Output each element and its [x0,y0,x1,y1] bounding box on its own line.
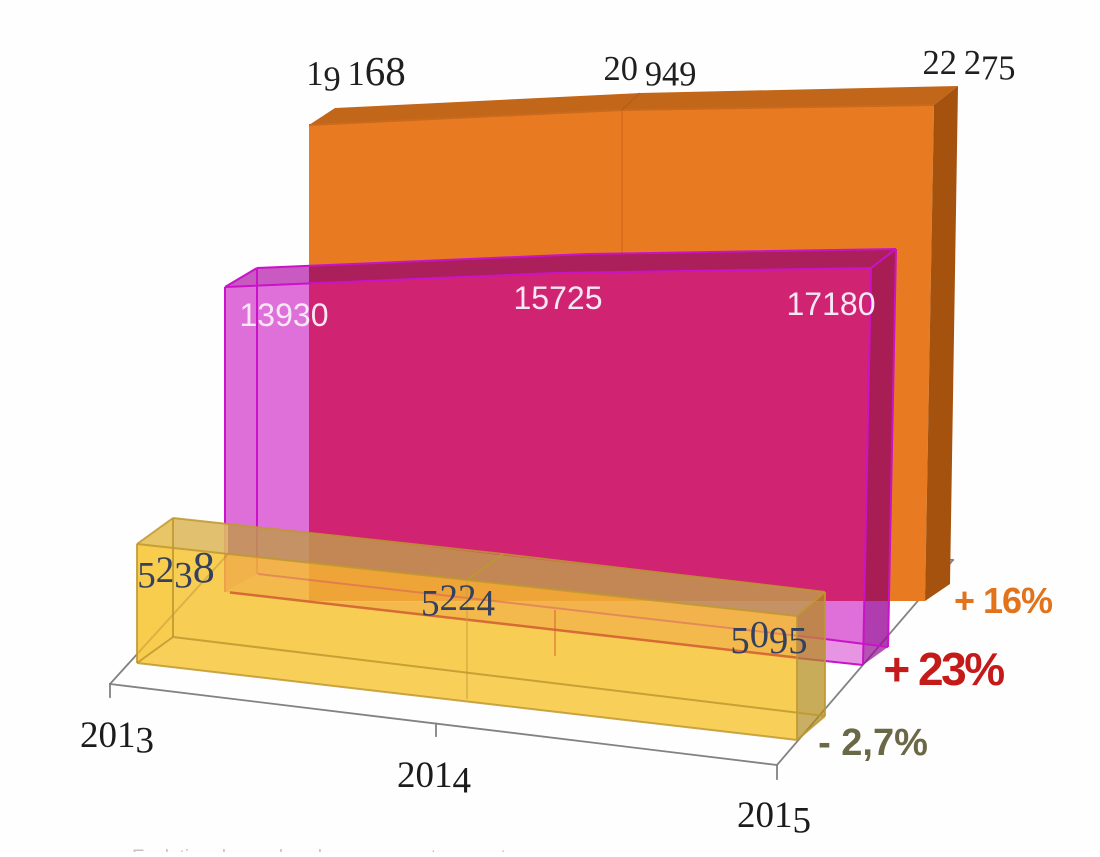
svg-text:20 949: 20 949 [604,50,697,93]
svg-text:5224: 5224 [421,578,495,625]
svg-text:5095: 5095 [730,614,807,662]
svg-text:19 168: 19 168 [306,48,406,98]
svg-text:2013: 2013 [80,715,154,762]
svg-text:22 275: 22 275 [923,44,1016,87]
svg-text:- 2,7%: - 2,7% [818,722,928,764]
svg-text:+ 23%: + 23% [883,643,1004,695]
svg-text:5238: 5238 [137,543,215,597]
svg-text:15725: 15725 [514,280,603,316]
svg-text:2015: 2015 [737,795,811,842]
svg-text:Evolution du nombre de passage: Evolution du nombre de passagers transpo… [132,847,526,852]
svg-text:2014: 2014 [397,755,471,802]
svg-text:+ 16%: + 16% [954,580,1053,621]
svg-text:13930: 13930 [240,297,329,333]
svg-text:17180: 17180 [787,286,876,322]
